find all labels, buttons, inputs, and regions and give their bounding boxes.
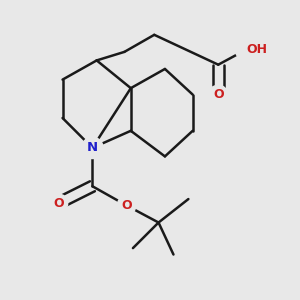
Text: O: O [53, 197, 64, 210]
Text: O: O [121, 199, 132, 212]
Circle shape [117, 196, 136, 215]
Circle shape [82, 137, 103, 158]
Text: OH: OH [246, 43, 267, 56]
Circle shape [235, 39, 256, 60]
Text: N: N [87, 141, 98, 154]
Circle shape [209, 85, 228, 104]
Text: O: O [213, 88, 224, 101]
Circle shape [49, 194, 68, 213]
